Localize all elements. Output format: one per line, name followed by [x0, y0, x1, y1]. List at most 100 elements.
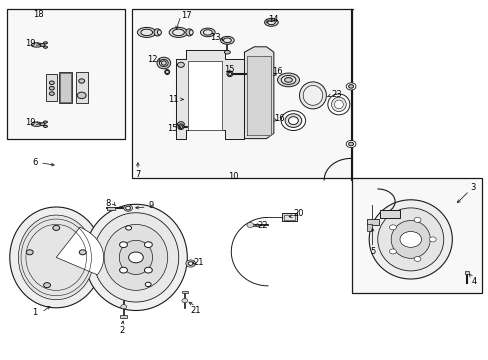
- Ellipse shape: [223, 38, 231, 42]
- Circle shape: [177, 62, 184, 67]
- Text: 2: 2: [120, 326, 124, 335]
- Ellipse shape: [288, 117, 298, 125]
- Circle shape: [165, 71, 169, 73]
- Ellipse shape: [203, 30, 212, 35]
- Text: 10: 10: [228, 172, 239, 181]
- Text: 3: 3: [470, 183, 475, 192]
- Polygon shape: [244, 47, 273, 139]
- Bar: [76, 72, 88, 103]
- Circle shape: [123, 205, 132, 211]
- Ellipse shape: [43, 121, 47, 123]
- Ellipse shape: [331, 97, 346, 112]
- Ellipse shape: [281, 111, 305, 130]
- Bar: [366, 224, 371, 231]
- Bar: [59, 72, 72, 103]
- Polygon shape: [246, 56, 271, 135]
- Circle shape: [49, 92, 54, 95]
- Circle shape: [177, 122, 184, 127]
- Circle shape: [413, 217, 420, 222]
- Text: 20: 20: [292, 209, 303, 217]
- Text: 23: 23: [330, 90, 341, 99]
- Circle shape: [26, 250, 33, 255]
- Circle shape: [246, 222, 253, 228]
- Text: 1: 1: [33, 308, 38, 317]
- Bar: [182, 291, 187, 293]
- Ellipse shape: [159, 59, 168, 67]
- Text: 15: 15: [223, 65, 234, 74]
- Bar: [249, 224, 258, 226]
- Ellipse shape: [154, 29, 161, 36]
- Text: 17: 17: [181, 10, 192, 19]
- Ellipse shape: [40, 44, 45, 46]
- Ellipse shape: [178, 124, 183, 130]
- Bar: [282, 213, 296, 221]
- Circle shape: [348, 85, 353, 88]
- Ellipse shape: [119, 240, 152, 274]
- Wedge shape: [56, 227, 103, 275]
- Ellipse shape: [40, 123, 45, 126]
- Circle shape: [346, 140, 355, 148]
- Bar: [60, 73, 71, 102]
- Ellipse shape: [200, 28, 215, 37]
- Ellipse shape: [157, 30, 161, 35]
- Circle shape: [49, 86, 54, 90]
- Text: 19: 19: [25, 118, 36, 127]
- Ellipse shape: [19, 215, 94, 300]
- Text: 7: 7: [135, 170, 140, 179]
- Ellipse shape: [284, 78, 292, 82]
- Ellipse shape: [43, 42, 47, 44]
- Ellipse shape: [93, 213, 179, 302]
- Circle shape: [79, 250, 86, 255]
- Ellipse shape: [10, 207, 102, 308]
- Ellipse shape: [157, 57, 170, 69]
- Ellipse shape: [299, 82, 326, 109]
- Circle shape: [128, 252, 143, 263]
- Text: 14: 14: [267, 15, 278, 24]
- Text: 18: 18: [33, 10, 43, 19]
- Bar: [120, 315, 127, 318]
- Bar: [7, 9, 124, 139]
- Circle shape: [121, 305, 126, 309]
- Circle shape: [144, 267, 152, 273]
- Ellipse shape: [264, 18, 278, 26]
- Circle shape: [144, 242, 152, 248]
- Circle shape: [125, 206, 130, 210]
- Circle shape: [53, 225, 60, 230]
- Ellipse shape: [334, 100, 343, 109]
- Polygon shape: [188, 61, 222, 130]
- Circle shape: [77, 92, 86, 99]
- Text: 16: 16: [272, 68, 283, 77]
- Circle shape: [399, 231, 421, 247]
- Ellipse shape: [164, 69, 169, 75]
- Ellipse shape: [43, 125, 47, 127]
- Circle shape: [120, 242, 127, 248]
- Bar: [283, 215, 295, 220]
- Text: 19: 19: [25, 39, 36, 48]
- Ellipse shape: [390, 220, 429, 258]
- Text: 21: 21: [193, 258, 203, 266]
- Circle shape: [125, 226, 131, 230]
- Ellipse shape: [327, 94, 349, 115]
- Text: 22: 22: [257, 220, 268, 230]
- Bar: [46, 74, 57, 101]
- Text: 12: 12: [147, 55, 158, 64]
- Text: 4: 4: [471, 277, 476, 286]
- Bar: [464, 271, 468, 274]
- Circle shape: [389, 249, 396, 254]
- Circle shape: [182, 298, 187, 303]
- Circle shape: [120, 267, 127, 273]
- Circle shape: [346, 83, 355, 90]
- Ellipse shape: [169, 27, 187, 37]
- Bar: [380, 210, 399, 218]
- Ellipse shape: [161, 61, 166, 65]
- Text: 9: 9: [149, 202, 154, 210]
- Circle shape: [43, 283, 50, 288]
- Circle shape: [145, 282, 151, 287]
- Text: 11: 11: [168, 95, 179, 104]
- Ellipse shape: [368, 200, 451, 279]
- Ellipse shape: [185, 29, 192, 36]
- Ellipse shape: [227, 72, 231, 76]
- Text: 8: 8: [105, 199, 110, 208]
- Bar: [366, 219, 378, 225]
- Ellipse shape: [224, 50, 230, 54]
